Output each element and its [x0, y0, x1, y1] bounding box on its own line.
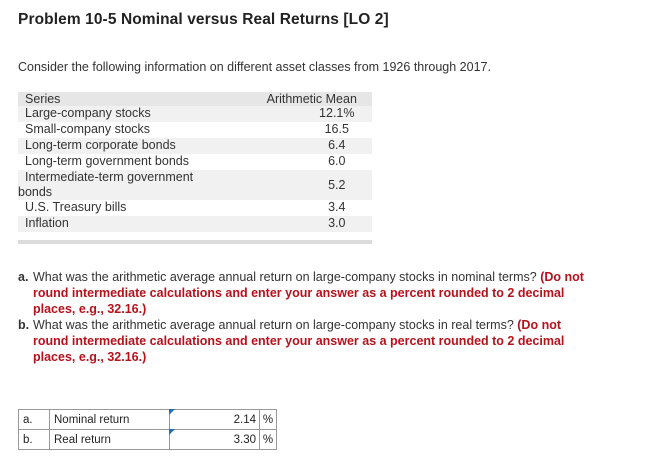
answer-row-real: b. Real return %: [18, 429, 277, 450]
series-mean: 3.4: [328, 200, 346, 214]
series-mean: 12.1%: [251, 106, 372, 122]
series-name: Intermediate-term government bonds: [18, 170, 252, 200]
question-text: What was the arithmetic average annual r…: [33, 270, 537, 284]
question-list: a. What was the arithmetic average annua…: [18, 269, 588, 365]
series-name: Long-term corporate bonds: [18, 138, 252, 154]
answer-row-nominal: a. Nominal return %: [18, 409, 277, 430]
series-name: Inflation: [18, 216, 252, 232]
series-name-line2: bonds: [18, 185, 53, 199]
series-name-line1: Intermediate-term government: [25, 170, 194, 184]
answer-label: Nominal return: [49, 409, 170, 430]
question-text: What was the arithmetic average annual r…: [33, 318, 514, 332]
answer-unit: %: [259, 429, 277, 450]
answer-value-cell: [169, 429, 260, 450]
problem-title: Problem 10-5 Nominal versus Real Returns…: [18, 11, 389, 28]
series-mean: 3.0: [251, 216, 372, 232]
table-row: Long-term government bonds 6.0: [18, 154, 372, 170]
series-name: Small-company stocks: [25, 122, 151, 136]
question-instruction: (Do not round intermediate calculations …: [33, 318, 565, 364]
question-b: b. What was the arithmetic average annua…: [18, 317, 588, 365]
table-row: U.S. Treasury bills 3.4: [18, 200, 372, 216]
question-instruction: (Do not round intermediate calculations …: [33, 270, 584, 316]
nominal-return-input[interactable]: [176, 413, 256, 426]
table-row: Intermediate-term government bonds 5.2: [18, 170, 372, 200]
table-spacer: [18, 232, 372, 240]
table-header-row: Series Arithmetic Mean: [18, 92, 372, 106]
series-mean: 6.0: [328, 154, 346, 168]
input-flag-icon: [169, 409, 175, 415]
series-mean: 6.4: [251, 138, 372, 154]
answer-letter: a.: [18, 409, 50, 430]
column-header-mean: Arithmetic Mean: [251, 92, 372, 106]
real-return-input[interactable]: [176, 433, 256, 446]
table-row: Inflation 3.0: [18, 216, 372, 232]
problem-intro: Consider the following information on di…: [18, 60, 491, 74]
question-letter: b.: [18, 318, 30, 332]
answer-unit: %: [259, 409, 277, 430]
input-flag-icon: [169, 429, 175, 435]
table-row: Small-company stocks 16.5: [18, 122, 372, 138]
table-bottom-bar: [18, 240, 372, 244]
series-mean: 5.2: [251, 170, 372, 200]
answer-letter: b.: [18, 429, 50, 450]
answer-label: Real return: [49, 429, 170, 450]
question-letter: a.: [18, 270, 29, 284]
series-mean: 16.5: [324, 122, 349, 136]
series-name: Long-term government bonds: [25, 154, 189, 168]
column-header-series: Series: [18, 92, 252, 106]
answer-table: a. Nominal return % b. Real return %: [18, 409, 277, 450]
series-name: Large-company stocks: [18, 106, 252, 122]
table-row: Large-company stocks 12.1%: [18, 106, 372, 122]
asset-returns-table: Series Arithmetic Mean Large-company sto…: [18, 92, 372, 244]
question-a: a. What was the arithmetic average annua…: [18, 269, 588, 317]
series-name: U.S. Treasury bills: [25, 200, 127, 214]
answer-value-cell: [169, 409, 260, 430]
table-row: Long-term corporate bonds 6.4: [18, 138, 372, 154]
